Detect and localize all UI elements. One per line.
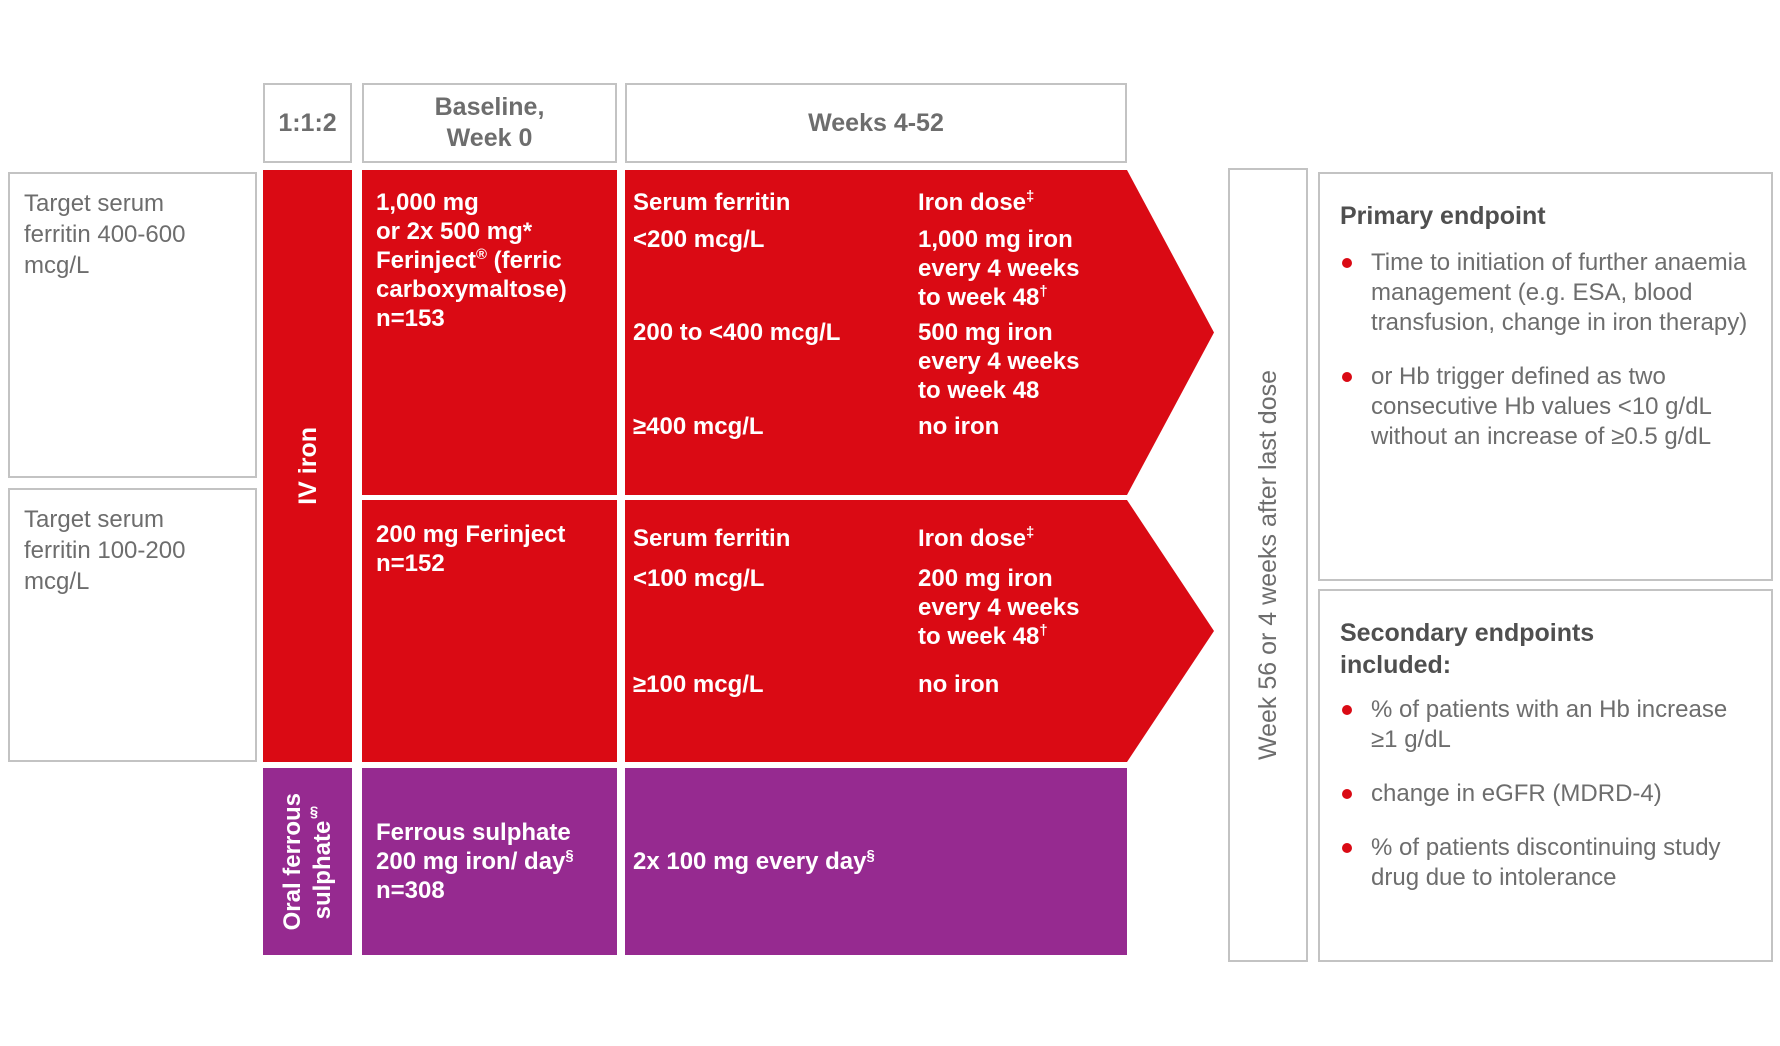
arm1-weeks-arrow: Serum ferritin Iron dose‡ <200 mcg/L 1,0… [625, 170, 1214, 495]
secondary-title-line: included: [1340, 651, 1452, 679]
arm1-baseline-line: or 2x 500 mg* [376, 218, 533, 245]
iron-dose-column-header: Iron dose‡ [918, 189, 1035, 216]
label-line: mcg/L [24, 252, 90, 279]
ferritin-value: ≥100 mcg/L [633, 671, 764, 698]
endpoint-bullet-text: % of patients discontinuing study drug d… [1371, 834, 1721, 891]
secondary-endpoints-box: Secondary endpoints included: % of patie… [1318, 589, 1773, 962]
iron-dose-value: 200 mg iron every 4 weeks to week 48† [918, 564, 1079, 651]
randomisation-ratio: 1:1:2 [278, 108, 337, 137]
oral-bar-line: Oral ferrous [278, 792, 306, 931]
endpoint-bullet: Time to initiation of further anaemia ma… [1340, 248, 1753, 338]
ferritin-value: <200 mcg/L [633, 226, 765, 253]
iv-iron-bar: IV iron [263, 170, 352, 762]
oral-ferrous-bar-label: Oral ferrous sulphate§ [278, 793, 338, 930]
arm3-weeks-cell: 2x 100 mg every day§ [625, 768, 1127, 955]
oral-bar-line: sulphate§ [305, 804, 336, 919]
primary-endpoint-title: Primary endpoint [1340, 202, 1546, 230]
week56-label: Week 56 or 4 weeks after last dose [1254, 369, 1282, 760]
header-ratio-box: 1:1:2 [263, 83, 352, 163]
header-baseline-box: Baseline, Week 0 [362, 83, 617, 163]
arm1-baseline-cell: 1,000 mg or 2x 500 mg* Ferinject® (ferri… [362, 170, 617, 495]
arm3-weeks-dose: 2x 100 mg every day§ [633, 848, 875, 875]
dose-line: every 4 weeks [918, 255, 1080, 282]
bullet-dot-icon [1342, 843, 1352, 853]
arm2-baseline-cell: 200 mg Ferinject n=152 [362, 500, 617, 762]
dose-line: 200 mg iron [918, 565, 1053, 592]
dose-line: 500 mg iron [918, 319, 1053, 346]
label-line: ferritin 400-600 [24, 221, 186, 248]
ferritin-value: ≥400 mcg/L [633, 413, 764, 440]
label-line: ferritin 100-200 [24, 537, 186, 564]
dose-line: every 4 weeks [918, 348, 1080, 375]
dose-line: to week 48† [918, 284, 1048, 311]
primary-endpoint-box: Primary endpoint Time to initiation of f… [1318, 172, 1773, 581]
arm2-baseline-line: n=152 [376, 550, 445, 577]
header-weeks-box: Weeks 4-52 [625, 83, 1127, 163]
bullet-dot-icon [1342, 705, 1352, 715]
iron-dose-value: no iron [918, 671, 1000, 698]
target-ferritin-high-label: Target serum ferritin 400-600 mcg/L [8, 172, 257, 478]
bullet-dot-icon [1342, 258, 1352, 268]
arm3-baseline-line: Ferrous sulphate [376, 819, 571, 846]
header-baseline-line1: Baseline, [434, 93, 545, 121]
endpoint-bullet: % of patients discontinuing study drug d… [1340, 833, 1753, 893]
bullet-dot-icon [1342, 789, 1352, 799]
iron-dose-value: 500 mg iron every 4 weeks to week 48 [918, 318, 1079, 405]
arm2-weeks-arrow: Serum ferritin Iron dose‡ <100 mcg/L 200… [625, 500, 1214, 762]
arm3-baseline-line: 200 mg iron/ day§ [376, 848, 574, 875]
secondary-endpoints-list: % of patients with an Hb increase ≥1 g/d… [1340, 695, 1753, 893]
ferritin-column-header: Serum ferritin [633, 189, 791, 216]
label-line: Target serum [24, 190, 165, 217]
arm2-baseline-line: 200 mg Ferinject [376, 521, 566, 548]
week56-bar: Week 56 or 4 weeks after last dose [1228, 168, 1308, 962]
header-weeks-label: Weeks 4-52 [808, 108, 944, 137]
secondary-endpoints-title: Secondary endpoints included: [1340, 617, 1753, 681]
dose-line: to week 48 [918, 377, 1040, 404]
endpoint-bullet-text: change in eGFR (MDRD-4) [1371, 780, 1662, 807]
ferritin-column-header: Serum ferritin [633, 525, 791, 552]
header-baseline-line2: Week 0 [446, 124, 533, 152]
arm1-baseline-line: Ferinject® (ferric [376, 247, 562, 274]
dose-line: to week 48† [918, 623, 1048, 650]
endpoint-bullet: change in eGFR (MDRD-4) [1340, 779, 1753, 809]
label-line: Target serum [24, 506, 165, 533]
label-line: mcg/L [24, 568, 90, 595]
dose-line: 1,000 mg iron [918, 226, 1073, 253]
iron-dose-column-header: Iron dose‡ [918, 525, 1035, 552]
oral-ferrous-bar: Oral ferrous sulphate§ [263, 768, 352, 955]
endpoint-bullet: % of patients with an Hb increase ≥1 g/d… [1340, 695, 1753, 755]
endpoint-bullet-text: % of patients with an Hb increase ≥1 g/d… [1371, 696, 1728, 753]
secondary-title-line: Secondary endpoints [1340, 619, 1595, 647]
endpoint-bullet-text: or Hb trigger defined as two consecutive… [1371, 363, 1712, 450]
arm1-baseline-line: 1,000 mg [376, 189, 479, 216]
bullet-dot-icon [1342, 372, 1352, 382]
iron-dose-value: 1,000 mg iron every 4 weeks to week 48† [918, 225, 1079, 312]
iron-dose-value: no iron [918, 413, 1000, 440]
endpoint-bullet-text: Time to initiation of further anaemia ma… [1371, 249, 1748, 336]
arm1-baseline-line: carboxymaltose) [376, 276, 567, 303]
ferritin-value: 200 to <400 mcg/L [633, 319, 841, 346]
ferritin-value: <100 mcg/L [633, 565, 765, 592]
arm1-baseline-line: n=153 [376, 305, 445, 332]
arm3-baseline-line: n=308 [376, 877, 445, 904]
dose-line: every 4 weeks [918, 594, 1080, 621]
iv-iron-label: IV iron [293, 427, 322, 505]
arm3-baseline-cell: Ferrous sulphate 200 mg iron/ day§ n=308 [362, 768, 617, 955]
primary-endpoint-list: Time to initiation of further anaemia ma… [1340, 248, 1753, 452]
endpoint-bullet: or Hb trigger defined as two consecutive… [1340, 362, 1753, 452]
target-ferritin-low-label: Target serum ferritin 100-200 mcg/L [8, 488, 257, 762]
